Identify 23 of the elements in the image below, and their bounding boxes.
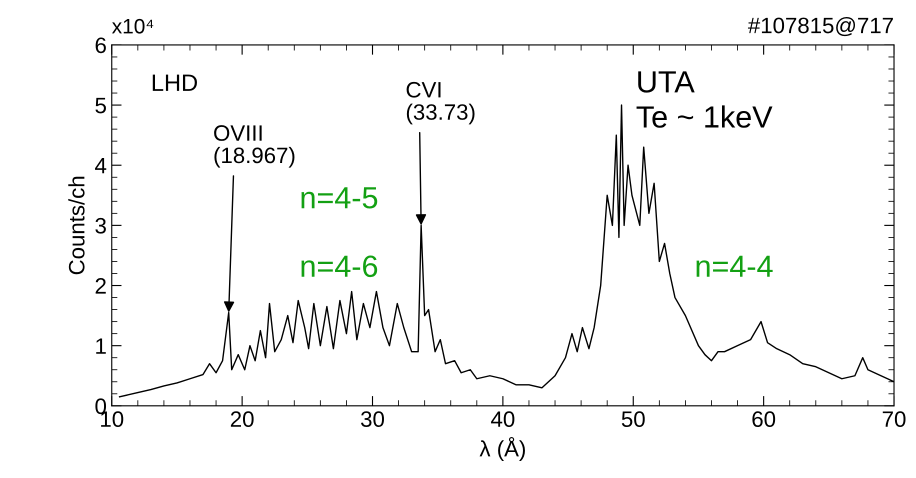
x-axis-title: λ (Å) xyxy=(480,436,525,462)
x-tick-label: 20 xyxy=(230,411,254,428)
y-tick-label: 4 xyxy=(95,158,106,174)
annotation: UTA Te ~ 1keV xyxy=(636,71,772,128)
text: #107815@717 xyxy=(748,17,893,36)
y-tick-label: 1 xyxy=(96,338,106,354)
annotation: LHD xyxy=(152,74,197,91)
annotation: n=4-4 xyxy=(696,256,773,277)
y-tick-label: 5 xyxy=(95,98,106,114)
x-tick-label: 70 xyxy=(882,411,906,428)
annotation: n=4-5 xyxy=(302,187,378,209)
annotation: OVIII (18.967) xyxy=(214,125,294,168)
y-axis-title: Counts/ch xyxy=(68,176,85,274)
x-tick-label: 30 xyxy=(360,411,384,428)
y-tick-label: 2 xyxy=(96,278,106,294)
x-tick-label: 50 xyxy=(622,411,645,428)
x-tick-label: 40 xyxy=(491,411,514,428)
text: x10⁴ xyxy=(112,18,154,34)
annotation: CVI (33.73) xyxy=(406,82,475,124)
y-tick-label: 3 xyxy=(95,218,106,234)
x-tick-label: 60 xyxy=(752,411,776,428)
annotation: n=4-6 xyxy=(302,255,378,278)
y-tick-label: 6 xyxy=(96,37,106,54)
